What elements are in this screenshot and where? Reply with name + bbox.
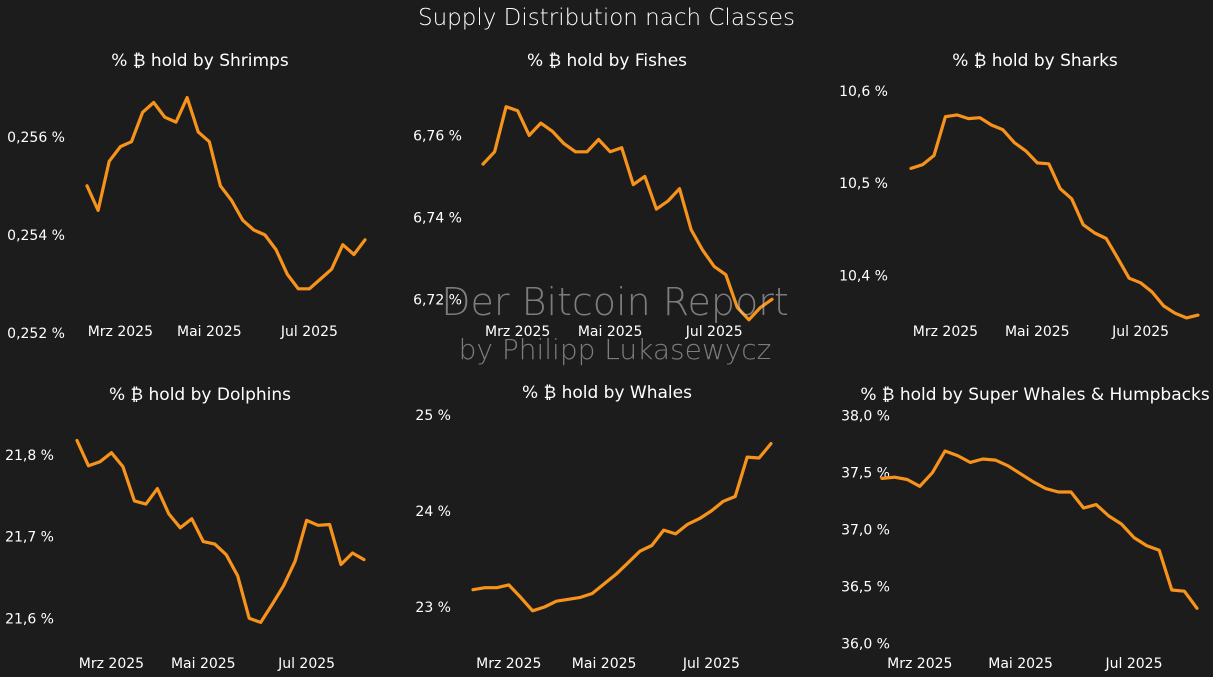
- chart-fishes: % ₿ hold by Fishes 6,72 % 6,74 % 6,76 % Mrz …: [405, 38, 810, 348]
- y-tick-label: 21,6 %: [5, 611, 54, 627]
- x-tick-label: Jul 2025: [685, 324, 743, 340]
- chart-svg: % ₿ hold by Dolphins 21,6 % 21,7 % 21,8 % Mr…: [5, 385, 366, 672]
- chart-shrimps: % ₿ hold by Shrimps 0,252 % 0,254 % 0,256 %…: [0, 38, 410, 348]
- x-tick-label: Mai 2025: [578, 324, 643, 340]
- y-tick-label: 37,0 %: [841, 523, 890, 539]
- x-tick-label: Mrz 2025: [88, 324, 153, 340]
- series-line: [880, 449, 1199, 610]
- series-line: [85, 95, 367, 291]
- y-tick-label: 25 %: [415, 408, 451, 424]
- chart-svg: % ₿ hold by Shrimps 0,252 % 0,254 % 0,256 %…: [7, 51, 367, 342]
- y-tick-label: 21,7 %: [5, 530, 54, 546]
- y-tick-label: 21,8 %: [5, 448, 54, 464]
- chart-title: % ₿ hold by Dolphins: [109, 385, 291, 405]
- y-tick-label: 6,74 %: [413, 210, 462, 226]
- x-tick-label: Jul 2025: [277, 656, 335, 672]
- chart-title: % ₿ hold by Whales: [522, 383, 692, 403]
- x-tick-label: Mai 2025: [1005, 324, 1070, 340]
- chart-title: % ₿ hold by Super Whales & Humpbacks: [860, 385, 1210, 405]
- chart-title: % ₿ hold by Sharks: [952, 51, 1118, 71]
- chart-whales: % ₿ hold by Whales 23 % 24 % 25 % Mrz 2025 Ma…: [405, 370, 810, 677]
- chart-title: % ₿ hold by Shrimps: [111, 51, 289, 71]
- y-tick-label: 36,0 %: [841, 637, 890, 653]
- x-tick-label: Jul 2025: [1105, 656, 1163, 672]
- x-tick-label: Mrz 2025: [913, 324, 978, 340]
- y-tick-label: 6,72 %: [413, 292, 462, 308]
- series-line: [909, 113, 1200, 320]
- x-tick-label: Jul 2025: [1111, 324, 1169, 340]
- chart-sharks: % ₿ hold by Sharks 10,4 % 10,5 % 10,6 % Mrz …: [810, 38, 1213, 348]
- x-tick-label: Mrz 2025: [887, 656, 952, 672]
- chart-title: % ₿ hold by Fishes: [527, 51, 687, 71]
- chart-super-whales: % ₿ hold by Super Whales & Humpbacks 36,0…: [810, 370, 1213, 677]
- y-tick-label: 37,5 %: [841, 466, 890, 482]
- x-tick-label: Mrz 2025: [485, 324, 550, 340]
- y-tick-label: 0,256 %: [7, 130, 65, 146]
- chart-svg: % ₿ hold by Whales 23 % 24 % 25 % Mrz 2025 Ma…: [415, 383, 773, 672]
- x-tick-label: Mai 2025: [572, 656, 637, 672]
- x-tick-label: Mai 2025: [177, 324, 242, 340]
- chart-svg: % ₿ hold by Sharks 10,4 % 10,5 % 10,6 % Mrz …: [839, 51, 1200, 340]
- y-tick-label: 0,252 %: [7, 326, 65, 342]
- y-tick-label: 23 %: [415, 600, 451, 616]
- chart-svg: % ₿ hold by Super Whales & Humpbacks 36,0…: [841, 385, 1210, 672]
- x-tick-label: Jul 2025: [682, 656, 740, 672]
- y-tick-label: 10,6 %: [839, 84, 888, 100]
- page-title: Supply Distribution nach Classes: [417, 5, 796, 31]
- series-line: [75, 438, 366, 624]
- chart-svg: % ₿ hold by Fishes 6,72 % 6,74 % 6,76 % Mrz …: [413, 51, 774, 340]
- y-tick-label: 6,76 %: [413, 128, 462, 144]
- series-line: [471, 441, 773, 613]
- x-tick-label: Mrz 2025: [476, 656, 541, 672]
- y-tick-label: 38,0 %: [841, 409, 890, 425]
- y-tick-label: 24 %: [415, 504, 451, 520]
- x-tick-label: Mai 2025: [988, 656, 1053, 672]
- y-tick-label: 10,5 %: [839, 176, 888, 192]
- y-tick-label: 36,5 %: [841, 580, 890, 596]
- y-tick-label: 10,4 %: [839, 268, 888, 284]
- series-line: [481, 105, 774, 322]
- x-tick-label: Mrz 2025: [79, 656, 144, 672]
- x-tick-label: Jul 2025: [280, 324, 338, 340]
- chart-dolphins: % ₿ hold by Dolphins 21,6 % 21,7 % 21,8 % Mr…: [0, 370, 410, 677]
- x-tick-label: Mai 2025: [171, 656, 236, 672]
- y-tick-label: 0,254 %: [7, 228, 65, 244]
